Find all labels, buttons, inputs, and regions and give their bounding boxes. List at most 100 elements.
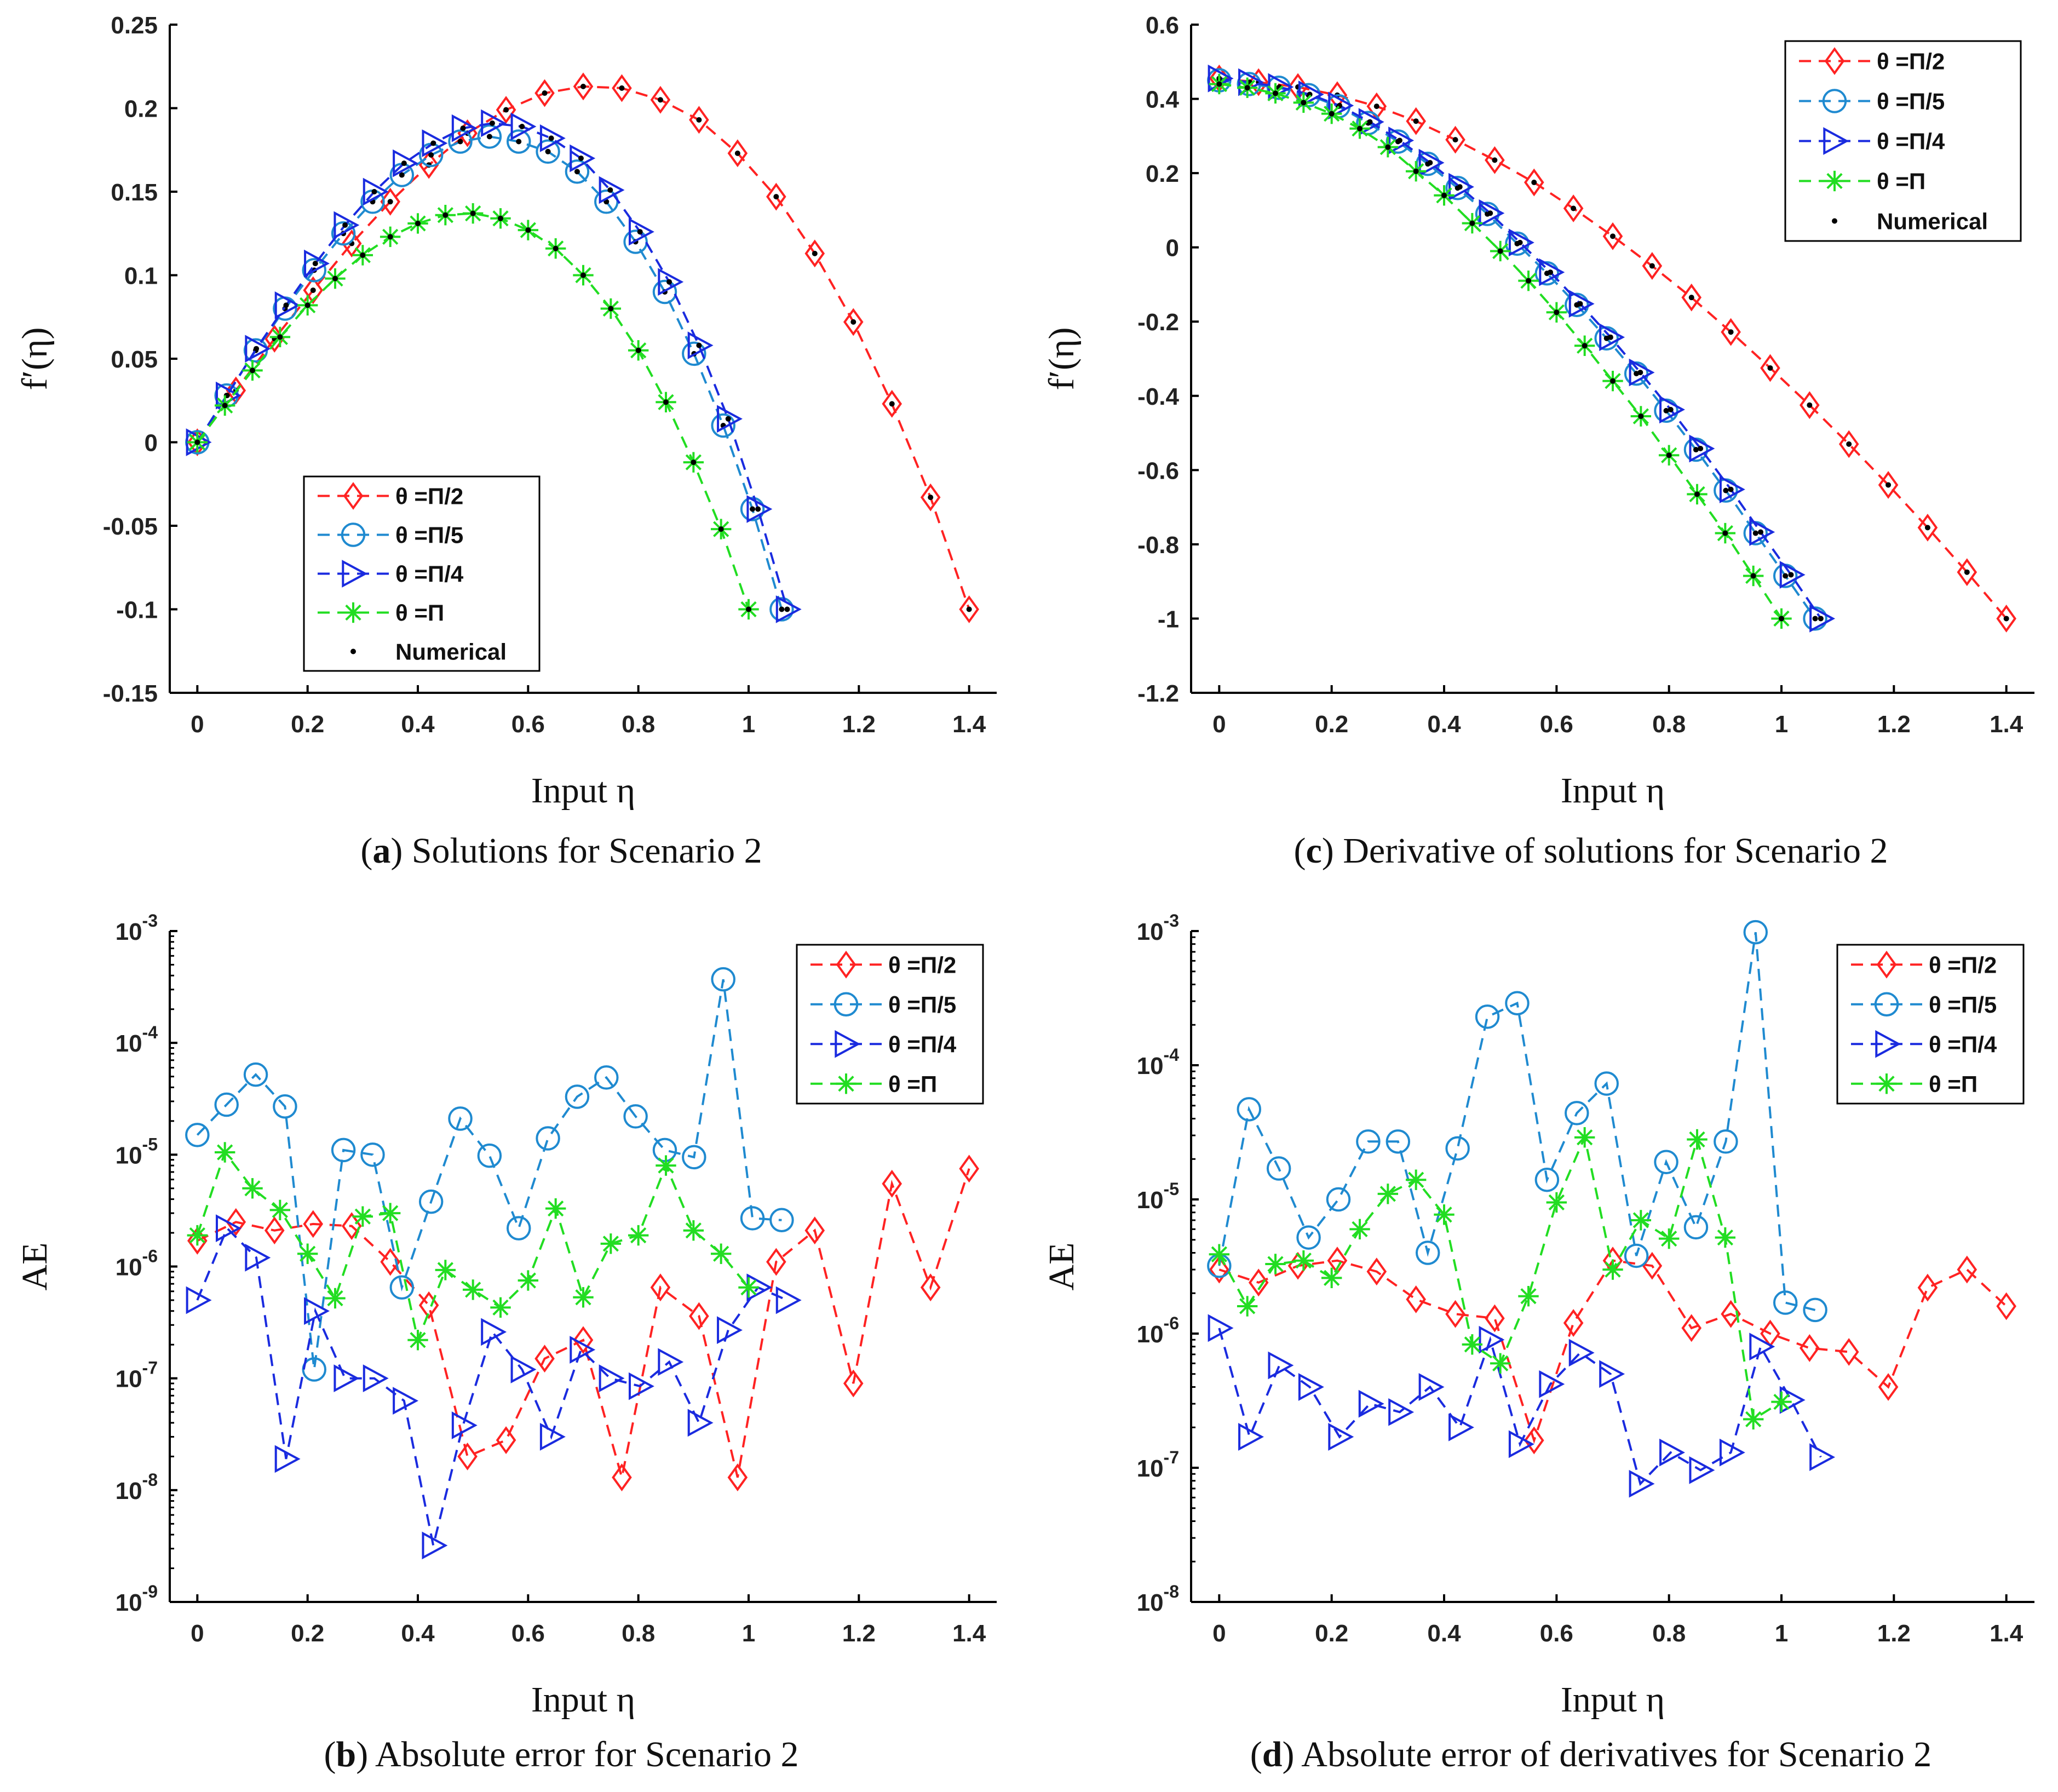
- series-pi-over-5: [1207, 920, 1827, 1323]
- data-point-pi: [1687, 1129, 1708, 1150]
- y-tick-label: 10-8: [1137, 1582, 1179, 1616]
- numerical-point: [1413, 168, 1419, 174]
- data-point-pi-over-5: [302, 258, 326, 283]
- legend-label: θ =Π: [1877, 169, 1925, 194]
- legend-marker-pi: [836, 1073, 856, 1094]
- numerical-point: [578, 156, 584, 161]
- data-point-pi-over-4: [334, 1364, 360, 1393]
- x-tick-label: 1.2: [842, 711, 876, 738]
- numerical-point: [1554, 309, 1560, 315]
- numerical-point: [746, 606, 751, 612]
- data-point-pi-over-2: [573, 1326, 594, 1354]
- data-point-pi-over-5: [652, 1138, 677, 1163]
- data-point-pi-over-4: [717, 1316, 743, 1344]
- numerical-point: [457, 139, 463, 145]
- data-point-pi-over-5: [565, 1084, 590, 1109]
- data-point-pi-over-2: [689, 106, 709, 134]
- numerical-point: [725, 416, 731, 422]
- numerical-point: [1373, 104, 1379, 110]
- data-point-pi-over-2: [1957, 1255, 1977, 1284]
- numerical-point: [1783, 573, 1789, 579]
- data-point-pi-over-4: [687, 331, 714, 359]
- legend-marker-pi-over-5: [1874, 992, 1899, 1016]
- x-tick-label: 0.8: [622, 711, 655, 738]
- x-tick-label: 0.2: [1315, 711, 1348, 738]
- numerical-point: [1807, 402, 1813, 408]
- numerical-point: [525, 227, 531, 233]
- data-point-pi-over-5: [331, 1138, 356, 1163]
- data-point-pi-over-5: [243, 1062, 268, 1087]
- numerical-point: [1216, 81, 1222, 87]
- data-point-pi-over-4: [393, 1387, 419, 1415]
- y-axis-label: f′(η): [15, 328, 55, 390]
- data-point-pi: [242, 1178, 263, 1199]
- legend-marker-pi-over-5: [1822, 89, 1847, 113]
- numerical-point: [1531, 180, 1537, 186]
- data-point-pi-over-4: [1479, 1325, 1505, 1354]
- data-point-pi-over-4: [1418, 1373, 1445, 1401]
- numerical-point: [519, 124, 525, 130]
- data-point-pi-over-4: [775, 1286, 802, 1314]
- numerical-point: [812, 250, 818, 256]
- numerical-point: [1668, 406, 1674, 412]
- numerical-point: [779, 606, 785, 612]
- numerical-point: [342, 222, 348, 228]
- data-point-pi-over-5: [1326, 1187, 1351, 1212]
- data-point-pi-over-2: [650, 1273, 671, 1302]
- numerical-point: [666, 279, 672, 285]
- y-tick-label: 10-4: [116, 1023, 158, 1057]
- numerical-point: [2003, 616, 2009, 622]
- data-point-pi: [490, 1297, 511, 1318]
- numerical-point: [755, 506, 761, 512]
- series-line-pi-over-4: [196, 1226, 788, 1546]
- data-point-pi-over-5: [1773, 1290, 1798, 1315]
- x-tick-label: 1.4: [1990, 1620, 2023, 1647]
- data-point-pi-over-4: [599, 1364, 625, 1393]
- numerical-point: [1441, 192, 1447, 198]
- x-tick-label: 0.4: [401, 711, 435, 738]
- data-point-pi-over-4: [1208, 1314, 1234, 1342]
- numerical-point: [1846, 441, 1852, 447]
- data-point-pi-over-4: [1568, 1339, 1595, 1367]
- data-point-pi-over-4: [1568, 290, 1595, 318]
- data-point-pi-over-4: [1479, 199, 1505, 227]
- series-pi-over-2: [187, 1155, 979, 1491]
- numerical-point: [486, 134, 492, 140]
- data-point-pi: [1574, 1127, 1595, 1148]
- numerical-point: [1750, 573, 1756, 579]
- data-point-pi-over-2: [882, 389, 902, 418]
- data-point-pi-over-4: [304, 249, 330, 278]
- numerical-point: [283, 302, 289, 308]
- data-point-pi-over-5: [1386, 1129, 1411, 1154]
- x-tick-label: 0.6: [511, 1620, 545, 1647]
- data-point-pi-over-4: [599, 176, 625, 204]
- data-point-pi-over-4: [1809, 605, 1836, 633]
- y-axis-label: AE: [15, 1243, 55, 1291]
- data-point-pi-over-2: [843, 308, 864, 336]
- numerical-point: [428, 152, 434, 158]
- x-tick-label: 0.8: [622, 1620, 655, 1647]
- data-point-pi: [462, 1279, 484, 1300]
- data-point-pi: [1743, 1409, 1764, 1430]
- y-tick-label: 10-9: [116, 1582, 158, 1616]
- data-point-pi: [187, 1225, 208, 1246]
- numerical-point: [574, 169, 580, 175]
- legend-label: θ =Π/4: [1877, 129, 1945, 154]
- numerical-point: [332, 275, 338, 282]
- legend-label: θ =Π/4: [1929, 1031, 1997, 1057]
- legend-marker-pi: [343, 602, 364, 623]
- data-point-pi-over-5: [477, 1143, 502, 1168]
- data-point-pi-over-2: [1445, 1300, 1465, 1328]
- data-point-pi-over-4: [1358, 1389, 1384, 1418]
- data-point-pi-over-4: [363, 1364, 389, 1393]
- data-point-pi-over-2: [1917, 513, 1938, 542]
- numerical-point: [1607, 334, 1613, 340]
- legend-label: θ =Π: [395, 600, 444, 626]
- legend-marker-pi-over-5: [341, 522, 366, 547]
- data-point-pi: [545, 1198, 566, 1219]
- series-line-pi-over-4: [1218, 1328, 1822, 1486]
- x-tick-label: 1.2: [1877, 711, 1911, 738]
- numerical-point: [222, 403, 228, 409]
- data-point-pi-over-4: [245, 335, 271, 363]
- series-line-pi-over-4: [1219, 77, 1822, 619]
